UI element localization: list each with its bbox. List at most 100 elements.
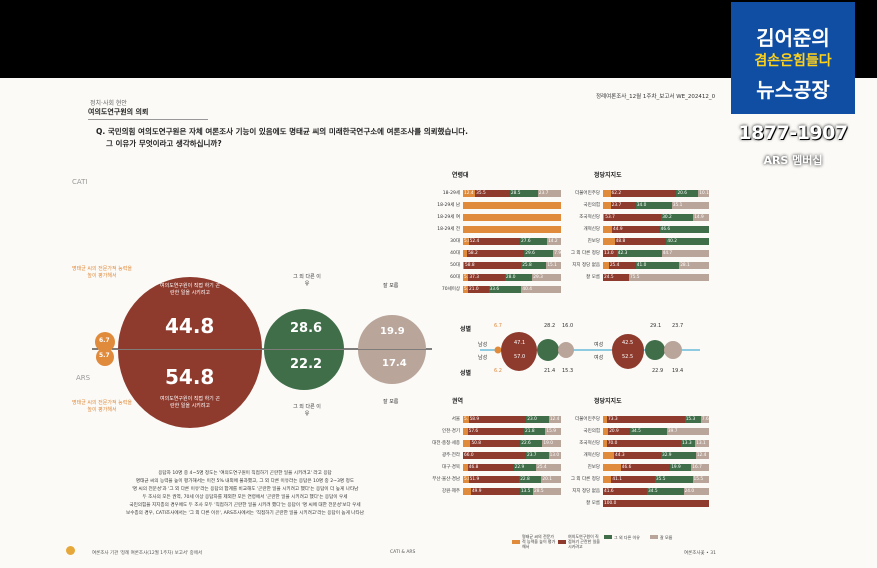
party-segment: 48.8 bbox=[614, 238, 667, 245]
party-segment bbox=[603, 202, 611, 209]
region-segment: 5.8 bbox=[463, 476, 469, 483]
party-title: 정당지지도 bbox=[594, 172, 622, 179]
party-segment: 13.0 bbox=[603, 250, 617, 257]
party2-row-bar: 70.0 13.3 13.1 bbox=[603, 440, 709, 447]
region-row-bar: 5.758.923.012.4 bbox=[463, 416, 561, 423]
age-row-label: 50대 bbox=[450, 263, 460, 268]
region-segment: 58.9 bbox=[468, 416, 527, 423]
gray-bottom-note: 잘 모름 bbox=[383, 399, 399, 405]
region-segment: 13.5 bbox=[519, 488, 534, 495]
party2-row-label: 지지 정당 없음 bbox=[572, 489, 600, 494]
legend-item: 여의도연구원이 직접하기 곤란한 일을 시키려고 bbox=[558, 534, 602, 549]
party2-segment: 34.5 bbox=[647, 488, 684, 495]
age-segment: 35.5 bbox=[475, 190, 510, 197]
party-row-bar: 48.8 40.2 bbox=[603, 238, 709, 245]
party-row-label: 진보당 bbox=[587, 239, 600, 244]
male-top-1: 6.7 bbox=[494, 323, 502, 329]
ars-label: ARS bbox=[76, 374, 91, 382]
region-segment bbox=[463, 488, 471, 495]
small-bottom-dot bbox=[96, 348, 114, 366]
party-segment bbox=[603, 226, 612, 233]
age-row-bar bbox=[463, 214, 561, 221]
phone-number: 1877-1907 bbox=[738, 122, 848, 144]
summary-line-6: 보수층의 경우, CATI조사에서는 '그 외 다른 이유', ARS조사에서는… bbox=[125, 511, 364, 516]
party2-segment: 44.3 bbox=[614, 452, 661, 459]
age-segment bbox=[463, 226, 561, 233]
party2-segment: 73.3 bbox=[607, 416, 685, 423]
age-segment: 58.8 bbox=[464, 262, 522, 269]
party-row-label: 조국혁신당 bbox=[579, 215, 600, 220]
party-segment: 34.0 bbox=[635, 202, 672, 209]
party-segment bbox=[603, 262, 609, 269]
legend-label: 여의도연구원이 직접하기 곤란한 일을 시키려고 bbox=[568, 534, 600, 549]
region-segment bbox=[463, 428, 468, 435]
region-segment: 50.8 bbox=[470, 440, 521, 447]
party-segment: 44.7 bbox=[661, 250, 709, 257]
party2-row-bar: 41.1 35.5 15.5 bbox=[603, 476, 709, 483]
question-line-2: 그 이유가 무엇이라고 생각하십니까? bbox=[106, 139, 222, 148]
small-top-value: 6.7 bbox=[99, 337, 110, 344]
age-segment: 5.5 bbox=[463, 274, 469, 281]
age-row-bar: 58.2 29.6 7.9 bbox=[463, 250, 561, 257]
region-segment: 15.9 bbox=[545, 428, 561, 435]
age-segment: 5.8 bbox=[463, 238, 469, 245]
age-row-bar: 12.4 35.5 28.5 23.7 bbox=[463, 190, 561, 197]
male-bottom-2: 57.0 bbox=[514, 354, 526, 360]
footer-left: 여론조사 기관 '정례 여론조사(12월 1주차) 보고서' 중에서 bbox=[92, 551, 203, 556]
party-segment: 24.5 bbox=[603, 274, 629, 281]
big-bottom-value: 54.8 bbox=[165, 365, 215, 389]
cati-label: CATI bbox=[72, 178, 87, 186]
age-segment: 23.7 bbox=[537, 190, 561, 197]
party2-segment: 15.5 bbox=[692, 476, 709, 483]
region-segment: 46.8 bbox=[467, 464, 514, 471]
party2-segment bbox=[603, 428, 609, 435]
age-segment: 29.6 bbox=[524, 250, 554, 257]
summary-line-1: 응답자 10명 중 4~5명 정도는 '여의도연구원이 직접하기 곤란한 일을 … bbox=[158, 471, 332, 476]
legend-item: 명태균 씨의 전문가적 능력을 높이 평가해서 bbox=[512, 534, 556, 549]
age-segment: 12.4 bbox=[463, 190, 476, 197]
region-segment: 23.7 bbox=[525, 452, 549, 459]
female-bottom-2: 22.9 bbox=[652, 368, 664, 374]
footer-right: 여론조사꽃 • 31 bbox=[684, 551, 716, 556]
party2-segment: 39.7 bbox=[666, 428, 709, 435]
region-segment: 57.6 bbox=[467, 428, 525, 435]
region-row-label: 서울 bbox=[451, 417, 460, 422]
age-row-bar: 5.121.033.640.4 bbox=[463, 286, 561, 293]
party2-segment: 24.0 bbox=[683, 488, 709, 495]
party2-row-label: 그 외 다른 정당 bbox=[570, 477, 600, 482]
female-top-2: 23.7 bbox=[672, 323, 684, 329]
gray-bottom-half bbox=[358, 350, 426, 384]
party-row-bar: 13.0 42.3 44.7 bbox=[603, 250, 709, 257]
section-small: 정치·사회 현안 bbox=[90, 100, 127, 107]
age-segment: 37.3 bbox=[468, 274, 505, 281]
age-row-bar bbox=[463, 226, 561, 233]
age-row-label: 30대 bbox=[450, 239, 460, 244]
party2-segment: 20.9 bbox=[608, 428, 631, 435]
age-segment: 52.4 bbox=[468, 238, 521, 245]
age-row-bar: 5.852.427.614.2 bbox=[463, 238, 561, 245]
party-segment: 23.7 bbox=[610, 202, 636, 209]
age-row-bar bbox=[463, 202, 561, 209]
party2-segment: 34.5 bbox=[630, 428, 667, 435]
party-row-bar: 24.5 75.5 bbox=[603, 274, 709, 281]
party2-row-label: 진보당 bbox=[587, 465, 600, 470]
party-row-bar: 25.4 41.0 28.1 bbox=[603, 262, 709, 269]
region-row-label: 대구·경북 bbox=[442, 465, 460, 470]
male-main: 47.1 bbox=[514, 340, 526, 346]
party-segment: 41.0 bbox=[635, 262, 680, 269]
party2-segment bbox=[603, 464, 621, 471]
age-segment: 21.0 bbox=[467, 286, 489, 293]
channel-logo: 김어준의 겸손은힘들다 뉴스공장 bbox=[731, 2, 855, 114]
age-segment bbox=[463, 262, 464, 269]
logo-background bbox=[731, 2, 855, 114]
party2-row-label: 개혁신당 bbox=[583, 453, 600, 458]
party-row-bar: 53.7 30.2 14.9 bbox=[603, 214, 709, 221]
region-row-label: 인천·경기 bbox=[442, 429, 460, 434]
party2-segment: 41.6 bbox=[603, 488, 648, 495]
legend-swatch bbox=[558, 539, 566, 544]
age-row-bar: 58.8 25.8 15.1 bbox=[463, 262, 562, 269]
logo-line-1: 김어준의 bbox=[756, 26, 830, 50]
region-segment: 22.9 bbox=[513, 464, 537, 471]
age-title: 연령대 bbox=[452, 172, 469, 179]
logo-line-2: 겸손은힘들다 bbox=[754, 53, 832, 69]
